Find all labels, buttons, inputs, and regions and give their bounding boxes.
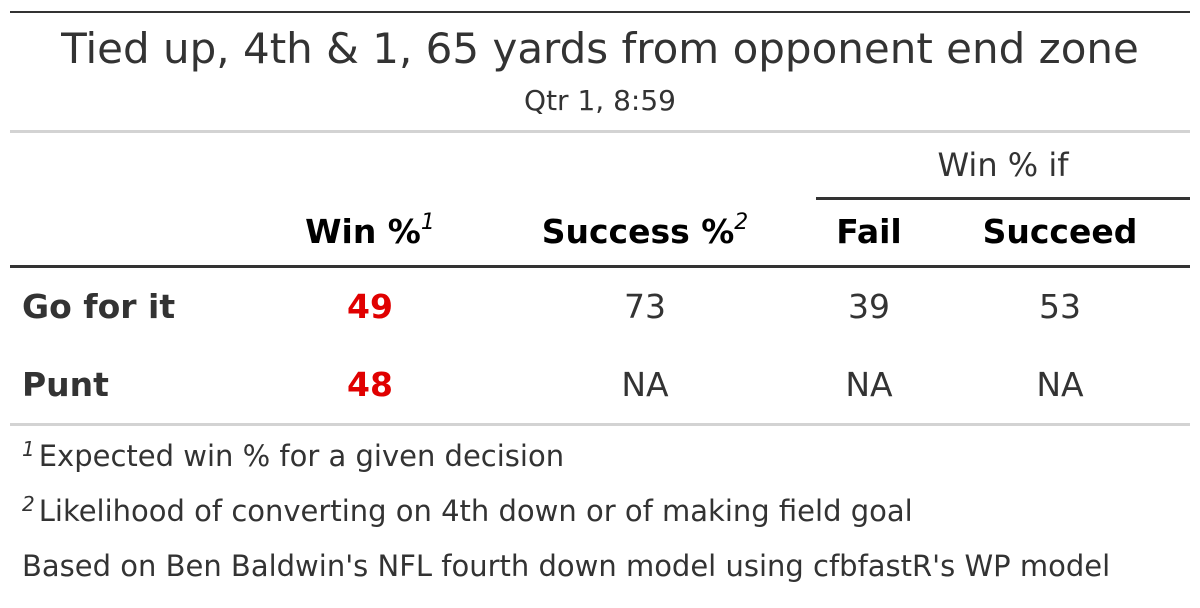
footnote-1-text: Expected win % for a given decision — [38, 439, 565, 473]
row-label: Go for it — [22, 287, 176, 326]
column-header-succeed: Succeed — [982, 212, 1138, 251]
column-header-success: Success %2 — [500, 210, 790, 254]
table-title: Tied up, 4th & 1, 65 yards from opponent… — [61, 24, 1139, 73]
source-note: Based on Ben Baldwin's NFL fourth down m… — [22, 549, 1111, 583]
footnote-2: 2 Likelihood of converting on 4th down or… — [22, 493, 913, 529]
footnote-1: 1 Expected win % for a given decision — [22, 438, 564, 474]
column-header-success-label: Success % — [541, 212, 735, 251]
footnote-2-mark: 2 — [22, 492, 35, 516]
fail-cell: NA — [845, 365, 893, 404]
spanner-rule — [816, 197, 1190, 200]
table-subtitle: Qtr 1, 8:59 — [524, 84, 676, 117]
footnote-mark-2: 2 — [734, 210, 749, 235]
success-cell: NA — [621, 365, 669, 404]
succeed-cell: NA — [1036, 365, 1084, 404]
column-header-rule — [10, 265, 1190, 268]
heading-divider — [10, 130, 1190, 133]
column-header-win: Win %1 — [270, 210, 470, 254]
fail-cell: 39 — [848, 287, 890, 326]
column-header-win-label: Win % — [305, 212, 421, 251]
footnote-mark-1: 1 — [420, 210, 435, 235]
win-cell: 49 — [347, 287, 393, 326]
table-body-rule — [10, 423, 1190, 426]
footnote-1-mark: 1 — [22, 437, 35, 461]
succeed-cell: 53 — [1039, 287, 1081, 326]
win-cell: 48 — [347, 365, 393, 404]
win-if-spanner-label: Win % if — [937, 146, 1069, 184]
footnote-2-text: Likelihood of converting on 4th down or … — [38, 494, 913, 528]
column-header-fail: Fail — [836, 212, 902, 251]
row-label: Punt — [22, 365, 109, 404]
success-cell: 73 — [624, 287, 666, 326]
top-rule — [10, 11, 1190, 13]
